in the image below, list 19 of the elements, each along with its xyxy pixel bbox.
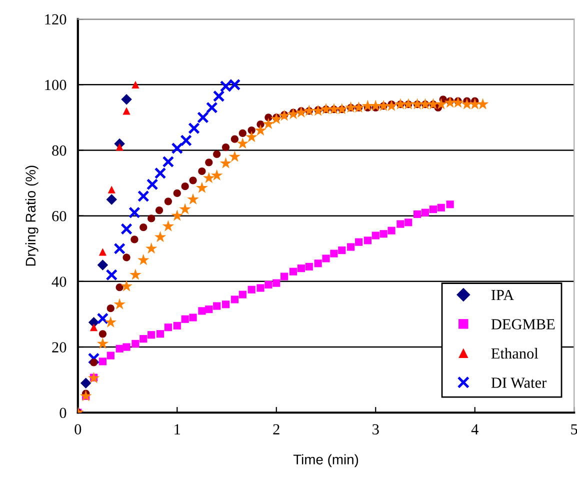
y-tick-label: 100 (45, 80, 66, 90)
x-axis-title: Time (min) (293, 454, 358, 468)
x-tick-label: 2 (273, 424, 280, 434)
legend-label: IPA (491, 290, 514, 300)
legend-label: Ethanol (491, 348, 538, 359)
y-tick-label: 120 (45, 14, 66, 25)
y-axis-title: Drying Ratio (%) (25, 166, 38, 266)
x-tick-label: 0 (74, 424, 82, 434)
y-tick-label: 20 (52, 342, 66, 352)
y-tick-label: 0 (60, 408, 66, 418)
y-tick-label: 60 (52, 210, 66, 222)
x-tick-label: 1 (174, 424, 180, 434)
x-tick-label: 3 (372, 424, 379, 434)
y-tick-label: 80 (52, 145, 66, 156)
legend-label: DI Water (491, 378, 547, 388)
y-tick-label: 40 (52, 276, 66, 287)
x-tick-label: 5 (571, 424, 577, 434)
legend-label: DEGMBE (491, 319, 555, 330)
x-tick-label: 4 (471, 424, 478, 434)
